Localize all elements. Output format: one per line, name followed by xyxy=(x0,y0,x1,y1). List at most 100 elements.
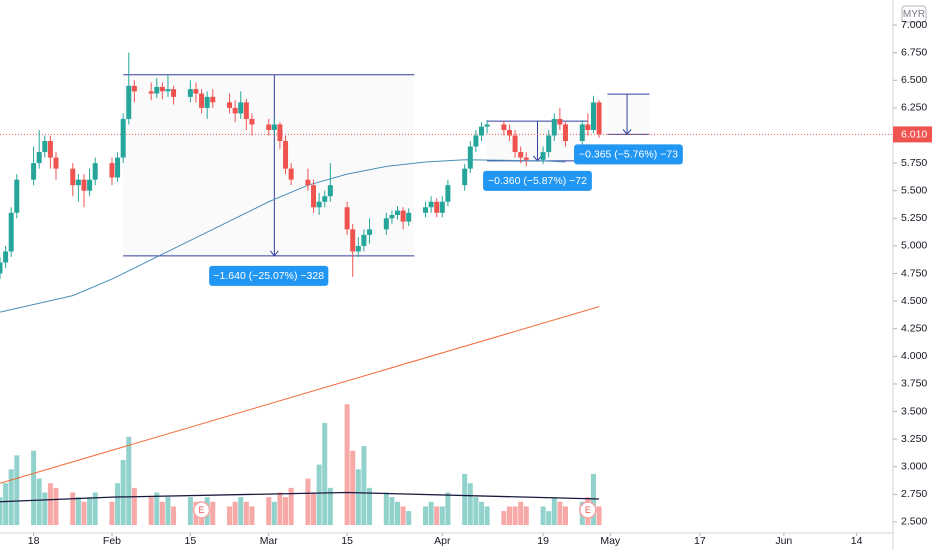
candle-body xyxy=(204,96,210,108)
volume-ma-line xyxy=(0,491,600,503)
candle-body xyxy=(109,163,115,178)
volume-bar xyxy=(467,483,473,525)
volume-bar xyxy=(131,487,137,525)
volume-bar xyxy=(36,478,42,525)
measure-label: −1.640 (−25.07%) −328 xyxy=(213,270,324,282)
currency-box xyxy=(901,5,927,23)
candle-body xyxy=(478,126,484,136)
y-tick-label: 6.250 xyxy=(901,102,927,114)
volume-bar xyxy=(423,506,429,525)
candle-body xyxy=(501,124,507,130)
volume-bar xyxy=(165,497,171,525)
volume-bar xyxy=(92,492,98,525)
volume-bar xyxy=(120,460,126,525)
volume-bar xyxy=(512,506,518,525)
event-label: E xyxy=(199,505,205,515)
volume-bar xyxy=(277,492,283,525)
volume-bar xyxy=(266,497,272,525)
candle-body xyxy=(350,229,356,252)
volume-bar xyxy=(316,464,322,525)
candle-body xyxy=(31,163,37,180)
y-tick-label: 5.250 xyxy=(901,212,927,224)
volume-bar xyxy=(400,506,406,525)
volume-bar xyxy=(14,455,20,525)
candle-body xyxy=(445,185,451,202)
volume-bar xyxy=(546,511,552,525)
x-tick-label: 15 xyxy=(185,535,197,547)
candle-body xyxy=(327,185,333,197)
volume-bar xyxy=(187,497,193,525)
x-tick-label: Apr xyxy=(434,535,451,547)
volume-bar xyxy=(367,487,373,525)
volume-bar xyxy=(109,501,115,525)
candle-body xyxy=(551,118,557,136)
candle-body xyxy=(271,124,277,130)
volume-bar xyxy=(557,501,563,525)
candle-body xyxy=(395,210,401,215)
volume-bar xyxy=(283,497,289,525)
y-tick-label: 5.750 xyxy=(901,157,927,169)
candle-body xyxy=(462,168,468,186)
volume-bar xyxy=(506,506,512,525)
volume-bar xyxy=(462,473,468,525)
candle-body xyxy=(288,168,294,180)
candle-body xyxy=(243,102,249,119)
candle-body xyxy=(227,102,233,108)
candle-body xyxy=(126,85,132,119)
candle-body xyxy=(434,201,440,213)
measure-label: −0.360 (−5.87%) −72 xyxy=(488,175,587,187)
candle-body xyxy=(42,141,48,153)
volume-bar xyxy=(540,506,546,525)
candle-body xyxy=(187,89,193,97)
y-tick-label: 5.500 xyxy=(901,184,927,196)
x-tick-label: Feb xyxy=(103,535,121,547)
volume-bar xyxy=(389,497,395,525)
volume-bar xyxy=(406,511,412,525)
x-tick-label: 14 xyxy=(851,535,863,547)
candle-body xyxy=(484,124,490,127)
candle-body xyxy=(400,210,406,222)
volume-bar xyxy=(518,501,524,525)
candle-body xyxy=(546,135,552,153)
y-tick-label: 3.000 xyxy=(901,461,927,473)
candle-body xyxy=(316,201,322,208)
volume-bar xyxy=(434,506,440,525)
candle-body xyxy=(193,89,199,94)
event-marker xyxy=(579,501,597,519)
volume-bar xyxy=(42,492,48,525)
candle-body xyxy=(171,89,177,97)
x-tick-label: May xyxy=(600,535,621,547)
volume-bar xyxy=(87,497,93,525)
y-tick-label: 3.500 xyxy=(901,405,927,417)
x-tick-label: 17 xyxy=(694,535,706,547)
candle-body xyxy=(579,124,585,142)
candle-body xyxy=(512,135,518,153)
volume-bar xyxy=(361,446,367,525)
y-tick-label: 6.500 xyxy=(901,74,927,86)
measure-label: −0.365 (−5.76%) −73 xyxy=(579,149,678,161)
candle-body xyxy=(148,91,154,94)
y-tick-label: 4.250 xyxy=(901,323,927,335)
volume-bar xyxy=(3,483,9,525)
candle-body xyxy=(562,124,568,142)
candle-body xyxy=(75,179,81,186)
event-label: E xyxy=(585,505,591,515)
volume-bar xyxy=(344,404,350,525)
volume-bar xyxy=(327,487,333,525)
candle-body xyxy=(3,251,9,263)
volume-bar xyxy=(383,492,389,525)
y-tick-label: 2.750 xyxy=(901,488,927,500)
measure-area xyxy=(607,94,650,135)
x-tick-label: 19 xyxy=(537,535,549,547)
candle-body xyxy=(131,85,137,92)
currency-label: MYR xyxy=(903,9,925,20)
volume-bar xyxy=(47,483,53,525)
candle-body xyxy=(311,185,317,208)
y-tick-label: 5.000 xyxy=(901,240,927,252)
y-tick-label: 4.500 xyxy=(901,295,927,307)
volume-bar xyxy=(154,492,160,525)
volume-bar xyxy=(288,487,294,525)
volume-bar xyxy=(70,492,76,525)
last-price-box xyxy=(893,126,932,143)
